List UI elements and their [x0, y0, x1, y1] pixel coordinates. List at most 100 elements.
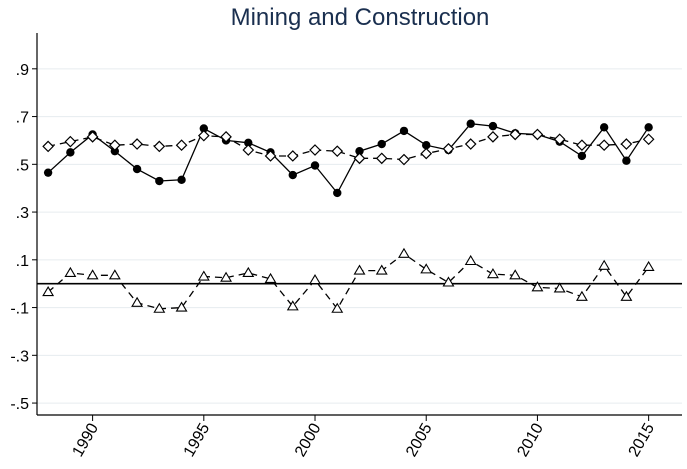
series-3-point: [242, 266, 255, 277]
series-3-point: [42, 285, 55, 297]
axes: [32, 33, 682, 421]
series-2-point: [197, 129, 210, 142]
y-tick-labels: .9 .7 .5 .3 .1 -.1 -.3 -.5: [10, 62, 29, 413]
y-tick-label: -.5: [10, 396, 29, 413]
y-tick-label: -.3: [10, 348, 29, 365]
chart-title: Mining and Construction: [230, 4, 490, 31]
series-2-point: [42, 140, 54, 153]
y-tick-label: -.1: [10, 301, 29, 318]
series-group: [42, 119, 655, 313]
series-2-point: [375, 152, 388, 165]
series-2-point: [108, 139, 121, 152]
series-3-point: [286, 300, 299, 311]
series-1-line: [47, 123, 650, 195]
series-1-point: [377, 139, 386, 149]
series-2-point: [353, 152, 366, 165]
x-tick-labels: 1990 1995 2000 2005 2010 2015: [70, 420, 659, 459]
series-2-point: [420, 147, 433, 160]
y-tick-label: .1: [16, 253, 29, 270]
series-2-point: [86, 131, 99, 143]
series-1-point: [43, 168, 53, 177]
series-1-point: [622, 156, 631, 165]
series-3-point: [375, 264, 388, 275]
series-2-point: [286, 150, 299, 162]
x-tick-label: 1990: [70, 420, 103, 459]
y-tick-label: .5: [16, 157, 29, 174]
series-1-point: [466, 119, 475, 128]
series-3-point: [108, 269, 121, 280]
series-1-point: [599, 123, 609, 132]
series-2-point: [620, 138, 633, 150]
y-tick-label: .3: [16, 205, 29, 222]
series-3-point: [220, 271, 233, 282]
series-3-point: [598, 259, 611, 270]
series-2-line: [47, 133, 649, 161]
series-2-point: [309, 144, 321, 156]
series-3-point: [620, 290, 633, 301]
series-2-point: [331, 145, 344, 158]
series-1-point: [644, 123, 653, 132]
x-tick-label: 1995: [181, 420, 214, 459]
series-2-point: [398, 153, 410, 166]
series-2-point: [487, 131, 499, 143]
grid-lines: [37, 68, 682, 404]
series-1-point: [66, 148, 75, 157]
x-tick-label: 2000: [292, 420, 325, 459]
y-tick-label: .7: [16, 110, 29, 127]
series-3-line: [47, 252, 650, 310]
series-3-point: [197, 270, 210, 281]
series-1-point: [333, 188, 342, 198]
series-1-point: [177, 175, 186, 185]
series-1-point: [399, 126, 409, 136]
series-3-point: [331, 302, 344, 313]
series-1-point: [288, 170, 297, 180]
series-3-point: [531, 281, 544, 292]
series-2-point: [531, 128, 544, 141]
series-1-point: [244, 138, 253, 148]
series-1-point: [110, 146, 120, 156]
series-3-point: [353, 264, 366, 275]
series-3-point: [86, 269, 99, 280]
series-1-point: [422, 141, 431, 150]
series-3-point: [464, 254, 477, 266]
series-3-point: [420, 263, 433, 274]
series-3-point: [553, 282, 566, 293]
series-1-point: [355, 146, 364, 156]
series-3-point: [486, 268, 499, 279]
series-3-point: [442, 276, 455, 287]
series-2-point: [598, 139, 611, 152]
series-2-point: [242, 144, 255, 156]
series-3-point: [64, 266, 77, 277]
series-3-point: [509, 269, 522, 280]
series-2-point: [442, 142, 455, 155]
series-2-point: [576, 139, 588, 152]
series-2-point: [553, 133, 566, 146]
series-2-point: [642, 133, 655, 146]
series-3-point: [398, 247, 410, 258]
y-tick-label: .9: [16, 62, 29, 79]
series-3-point: [575, 290, 588, 301]
series-1-point: [132, 164, 142, 174]
series-1-point: [155, 176, 164, 186]
x-tick-label: 2015: [626, 420, 659, 459]
series-1-point: [199, 124, 209, 133]
series-2-point: [131, 138, 143, 150]
series-3-point: [309, 274, 321, 285]
series-2-point: [153, 140, 166, 153]
series-2-point: [220, 131, 232, 143]
series-2-point: [175, 139, 188, 152]
x-tick-label: 2005: [403, 420, 436, 459]
series-2-point: [264, 150, 277, 162]
series-3-point: [153, 302, 166, 313]
series-3-point: [642, 260, 655, 272]
series-3-point: [175, 301, 188, 312]
series-2-point: [509, 128, 522, 141]
series-3-point: [264, 272, 277, 283]
series-2-point: [64, 135, 77, 148]
series-3-point: [131, 296, 144, 307]
series-2-point: [464, 138, 477, 150]
x-tick-label: 2010: [514, 420, 547, 459]
series-1-point: [577, 151, 587, 161]
series-1-point: [488, 121, 498, 131]
